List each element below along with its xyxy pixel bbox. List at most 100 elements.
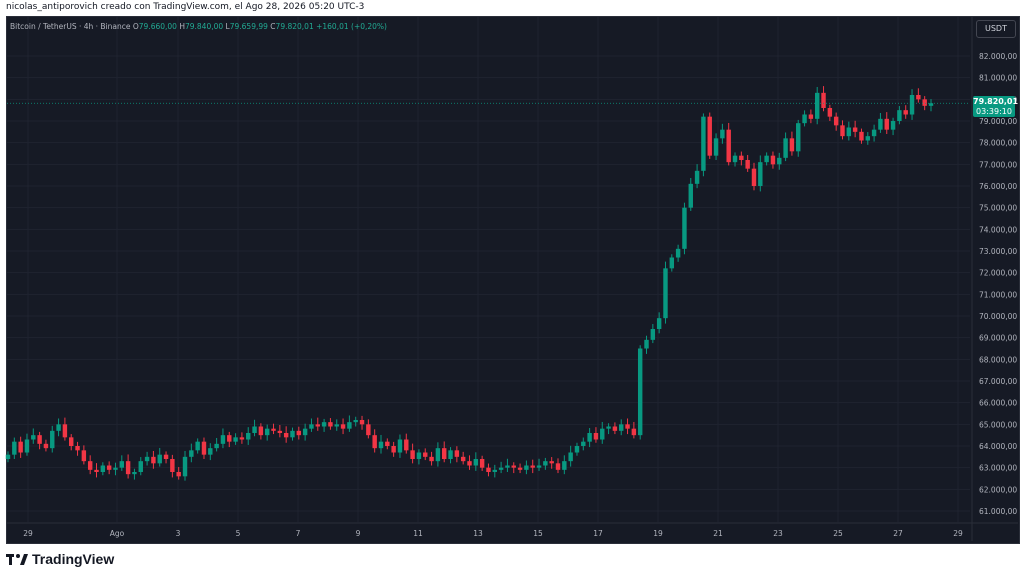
candle-body [467, 461, 472, 466]
candle-body [252, 426, 257, 433]
tradingview-logo-icon [6, 554, 28, 565]
x-tick-label: 11 [413, 529, 423, 538]
candle-body [271, 428, 276, 431]
candle-body [644, 339, 649, 349]
chart-caption: nicolas_antiporovich creado con TradingV… [6, 2, 365, 12]
candle-body [492, 469, 498, 472]
candle-body [347, 422, 352, 429]
candle-body [416, 452, 422, 459]
candle-body [87, 461, 93, 470]
candle-body [637, 348, 643, 436]
candle-body [777, 157, 782, 165]
candle-body [916, 95, 921, 100]
x-tick-label: Ago [110, 529, 125, 538]
currency-button[interactable]: USDT [976, 20, 1016, 38]
candle-body [808, 114, 814, 119]
candle-body [758, 162, 763, 186]
candle-body [498, 467, 504, 470]
candle-body [100, 465, 106, 472]
candle-body [878, 118, 883, 130]
candle-body [770, 155, 776, 165]
candle-body [151, 456, 156, 464]
candle-body [555, 463, 561, 470]
candle-body [846, 127, 852, 137]
candle-body [675, 248, 681, 258]
open-label: O [132, 22, 139, 31]
candle-body [69, 437, 74, 446]
candle-body [391, 446, 396, 453]
candle-body [315, 424, 320, 427]
candle-body [290, 430, 295, 438]
candle-body [328, 422, 333, 427]
candle-body [669, 257, 675, 269]
candle-body [277, 430, 283, 433]
candle-body [176, 472, 181, 477]
low-label: L [225, 22, 230, 31]
candle-body [75, 446, 80, 451]
candle-body [473, 459, 479, 466]
candle-body [37, 435, 42, 444]
candle-body [479, 459, 485, 468]
candle-body [536, 465, 542, 468]
y-tick-label: 62.000,00 [979, 485, 1017, 494]
x-tick-label: 9 [356, 529, 361, 538]
candle-body [928, 103, 934, 106]
x-tick-label: 21 [713, 529, 723, 538]
candle-body [600, 428, 605, 440]
y-tick-label: 79.000,00 [979, 117, 1017, 126]
candle-body [106, 465, 112, 470]
candle-body [720, 129, 725, 139]
candle-body [524, 465, 529, 470]
chart-area[interactable] [6, 16, 1020, 544]
y-tick-label: 68.000,00 [979, 355, 1017, 364]
candle-body [859, 131, 864, 141]
candle-body [404, 439, 409, 451]
candle-body [486, 467, 491, 472]
candle-body [568, 452, 573, 462]
candle-body [713, 138, 719, 156]
y-tick-label: 81.000,00 [979, 74, 1017, 83]
y-tick-label: 66.000,00 [979, 399, 1017, 408]
candle-body [62, 424, 68, 438]
candle-body [372, 435, 377, 449]
candle-body [821, 92, 826, 108]
candle-body [656, 318, 662, 329]
candle-body [884, 118, 889, 130]
candle-body [321, 422, 327, 427]
candle-body [239, 437, 245, 440]
x-tick-label: 29 [953, 529, 963, 538]
candle-body [827, 108, 833, 117]
candle-body [423, 452, 428, 457]
high-label: H [179, 22, 185, 31]
y-tick-label: 67.000,00 [979, 377, 1017, 386]
candle-body [144, 456, 150, 462]
candle-body [745, 160, 750, 169]
y-tick-label: 65.000,00 [979, 420, 1017, 429]
candle-body [890, 121, 896, 130]
candle-body [258, 426, 264, 436]
close-label: C [270, 22, 276, 31]
tradingview-logo[interactable]: TradingView [6, 551, 114, 567]
candle-body [505, 465, 510, 468]
candle-body [865, 136, 870, 141]
candle-body [283, 433, 289, 438]
x-tick-label: 29 [23, 529, 33, 538]
y-tick-label: 63.000,00 [979, 464, 1017, 473]
candle-body [50, 430, 55, 449]
candle-body [688, 183, 693, 208]
candle-body [852, 127, 858, 132]
candle-body [385, 441, 390, 446]
candle-body [726, 129, 731, 163]
candle-body [195, 441, 200, 451]
candle-body [663, 268, 668, 319]
high-value: 79.840,00 [184, 22, 224, 31]
last-price-tag: 79.820,01 03:39:10 [973, 96, 1018, 117]
candle-body [751, 168, 757, 186]
candle-body [410, 450, 415, 459]
candle-body [340, 424, 346, 429]
candle-body [606, 426, 611, 429]
y-tick-label: 74.000,00 [979, 225, 1017, 234]
candle-body [909, 95, 915, 115]
candle-body [448, 450, 453, 459]
